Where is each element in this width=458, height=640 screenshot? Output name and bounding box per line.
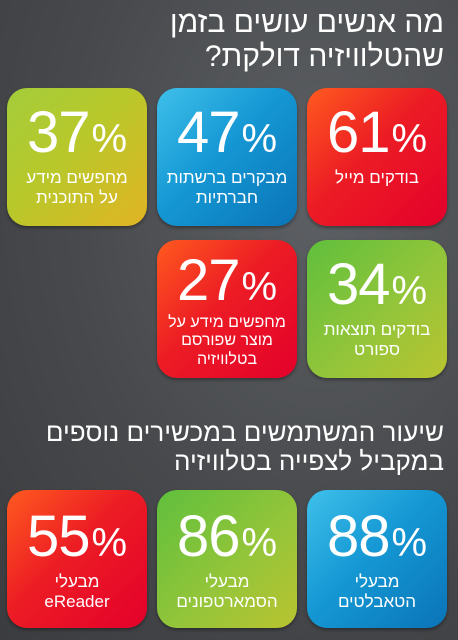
stat-tile-ereader-owners: 55% מבעלי eReader bbox=[7, 490, 147, 628]
stat-value: 55% bbox=[26, 504, 128, 569]
stat-label: מחפשים מידע על התוכנית bbox=[26, 168, 128, 207]
stat-label: מבעלי הסמארטפונים bbox=[176, 572, 278, 611]
question-heading: מה אנשים עושים בזמן שהטלוויזיה דולקת? bbox=[170, 6, 444, 73]
devices-heading-line-2: במקביל לצפייה בטלוויזיה bbox=[174, 446, 444, 477]
stat-value: 27% bbox=[176, 248, 278, 313]
devices-heading: שיעור המשתמשים במכשירים נוספים במקביל לצ… bbox=[45, 417, 444, 477]
stat-tile-social-networks: 47% מבקרים ברשתות חברתיות bbox=[157, 88, 297, 226]
stat-label: בודקים תוצאות ספורט bbox=[323, 320, 431, 359]
stat-value: 88% bbox=[326, 504, 428, 569]
stat-value: 61% bbox=[326, 100, 428, 165]
stat-tile-smartphone-owners: 86% מבעלי הסמארטפונים bbox=[157, 490, 297, 628]
stat-value: 47% bbox=[176, 100, 278, 165]
stat-label: מבעלי הטאבלטים bbox=[337, 572, 417, 611]
question-heading-line-1: מה אנשים עושים בזמן bbox=[169, 6, 444, 39]
stat-tile-show-info: 37% מחפשים מידע על התוכנית bbox=[7, 88, 147, 226]
stat-label: מבקרים ברשתות חברתיות bbox=[166, 168, 288, 207]
stat-value: 34% bbox=[326, 252, 428, 317]
stat-tile-tablet-owners: 88% מבעלי הטאבלטים bbox=[307, 490, 447, 628]
devices-heading-line-1: שיעור המשתמשים במכשירים נוספים bbox=[45, 417, 444, 447]
stat-tile-check-email: 61% בודקים מייל bbox=[307, 88, 447, 226]
stat-label: מחפשים מידע על מוצר שפורסם בטלוויזיה bbox=[168, 314, 286, 368]
stat-value: 37% bbox=[26, 100, 128, 165]
stat-tile-advertised-product: 27% מחפשים מידע על מוצר שפורסם בטלוויזיה bbox=[157, 240, 297, 378]
stat-tile-sports-results: 34% בודקים תוצאות ספורט bbox=[307, 240, 447, 378]
question-heading-line-2: שהטלוויזיה דולקת? bbox=[204, 39, 444, 73]
stat-value: 86% bbox=[176, 504, 278, 569]
stat-label: בודקים מייל bbox=[335, 168, 419, 187]
stat-label: מבעלי eReader bbox=[44, 572, 110, 611]
